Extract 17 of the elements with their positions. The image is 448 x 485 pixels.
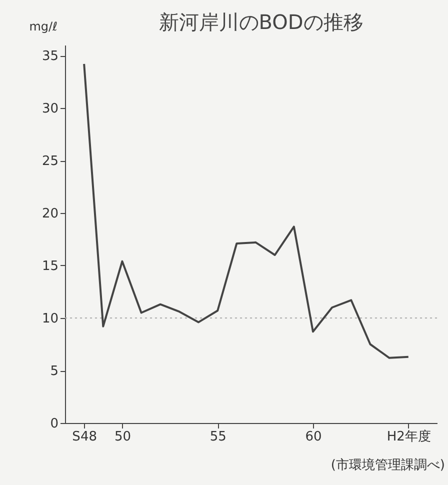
y-tick-label: 10 <box>42 312 58 326</box>
x-tick-label: 55 <box>210 430 226 444</box>
y-tick-label: 5 <box>50 364 58 379</box>
y-tick-label: 25 <box>42 154 58 169</box>
y-tick-label: 35 <box>42 49 58 64</box>
y-axis-title: mg/ℓ <box>29 20 58 34</box>
line-series <box>83 62 410 359</box>
x-tick-label: H2年度 <box>386 428 431 444</box>
y-tick-label: 20 <box>42 206 58 222</box>
x-tick-label: S48 <box>72 430 97 444</box>
x-tick-label: 60 <box>305 430 322 444</box>
chart-title: 新河岸川のBODの推移 <box>158 10 364 34</box>
y-tick-label: 15 <box>42 259 58 274</box>
text: (市環境管理課調べ) <box>330 457 445 473</box>
y-tick-label: 0 <box>50 416 58 432</box>
y-tick-label: 30 <box>42 102 58 116</box>
x-tick-label: 50 <box>114 430 132 444</box>
